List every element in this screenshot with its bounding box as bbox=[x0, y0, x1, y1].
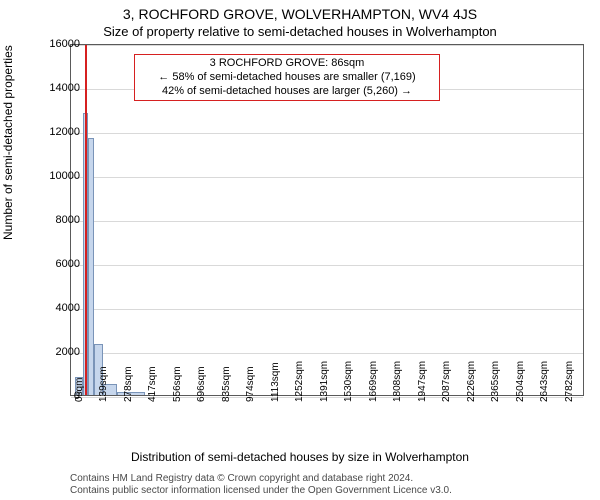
chart-container: 3, ROCHFORD GROVE, WOLVERHAMPTON, WV4 4J… bbox=[0, 0, 600, 500]
x-tick-label: 1947sqm bbox=[417, 361, 428, 402]
x-tick-label: 2782sqm bbox=[564, 361, 575, 402]
annotation-line-1: 3 ROCHFORD GROVE: 86sqm bbox=[139, 57, 435, 71]
x-tick-label: 1391sqm bbox=[319, 361, 330, 402]
chart-title-line1: 3, ROCHFORD GROVE, WOLVERHAMPTON, WV4 4J… bbox=[0, 6, 600, 22]
x-tick-label: 0sqm bbox=[74, 378, 85, 402]
footer-attribution: Contains HM Land Registry data © Crown c… bbox=[70, 473, 584, 496]
gridline-h bbox=[71, 265, 583, 266]
x-tick-label: 2087sqm bbox=[441, 361, 452, 402]
y-tick-label: 4000 bbox=[32, 302, 80, 314]
x-tick-label: 2504sqm bbox=[515, 361, 526, 402]
property-marker-line bbox=[85, 45, 87, 395]
y-tick-label: 6000 bbox=[32, 258, 80, 270]
x-tick-label: 2643sqm bbox=[539, 361, 550, 402]
x-tick-label: 1530sqm bbox=[343, 361, 354, 402]
x-tick-label: 974sqm bbox=[245, 366, 256, 402]
y-tick-label: 8000 bbox=[32, 214, 80, 226]
x-tick-label: 696sqm bbox=[196, 366, 207, 402]
gridline-h bbox=[71, 353, 583, 354]
gridline-h bbox=[71, 133, 583, 134]
y-tick-label: 16000 bbox=[32, 38, 80, 50]
y-tick-label: 12000 bbox=[32, 126, 80, 138]
gridline-h bbox=[71, 45, 583, 46]
x-tick-label: 1113sqm bbox=[270, 362, 281, 402]
footer-line-1: Contains HM Land Registry data © Crown c… bbox=[70, 473, 584, 485]
y-tick-label: 2000 bbox=[32, 346, 80, 358]
x-tick-label: 1808sqm bbox=[392, 361, 403, 402]
x-tick-label: 278sqm bbox=[123, 366, 134, 402]
y-axis-label: Number of semi-detached properties bbox=[1, 45, 15, 240]
footer-line-2: Contains public sector information licen… bbox=[70, 485, 584, 497]
chart-title-line2: Size of property relative to semi-detach… bbox=[0, 24, 600, 39]
gridline-h bbox=[71, 177, 583, 178]
x-tick-label: 556sqm bbox=[172, 366, 183, 402]
x-tick-label: 139sqm bbox=[98, 366, 109, 402]
annotation-box: 3 ROCHFORD GROVE: 86sqm ← 58% of semi-de… bbox=[134, 54, 440, 101]
gridline-h bbox=[71, 309, 583, 310]
x-tick-label: 2226sqm bbox=[466, 361, 477, 402]
x-tick-label: 417sqm bbox=[147, 366, 158, 402]
x-tick-label: 1252sqm bbox=[294, 361, 305, 402]
x-tick-label: 1669sqm bbox=[368, 361, 379, 402]
annotation-line-3: 42% of semi-detached houses are larger (… bbox=[139, 85, 435, 99]
x-tick-label: 2365sqm bbox=[490, 361, 501, 402]
annotation-line-2: ← 58% of semi-detached houses are smalle… bbox=[139, 71, 435, 85]
x-axis-label: Distribution of semi-detached houses by … bbox=[0, 450, 600, 464]
y-tick-label: 10000 bbox=[32, 170, 80, 182]
x-tick-label: 835sqm bbox=[221, 366, 232, 402]
gridline-h bbox=[71, 221, 583, 222]
y-tick-label: 14000 bbox=[32, 82, 80, 94]
y-tick-label: 0 bbox=[32, 390, 80, 402]
